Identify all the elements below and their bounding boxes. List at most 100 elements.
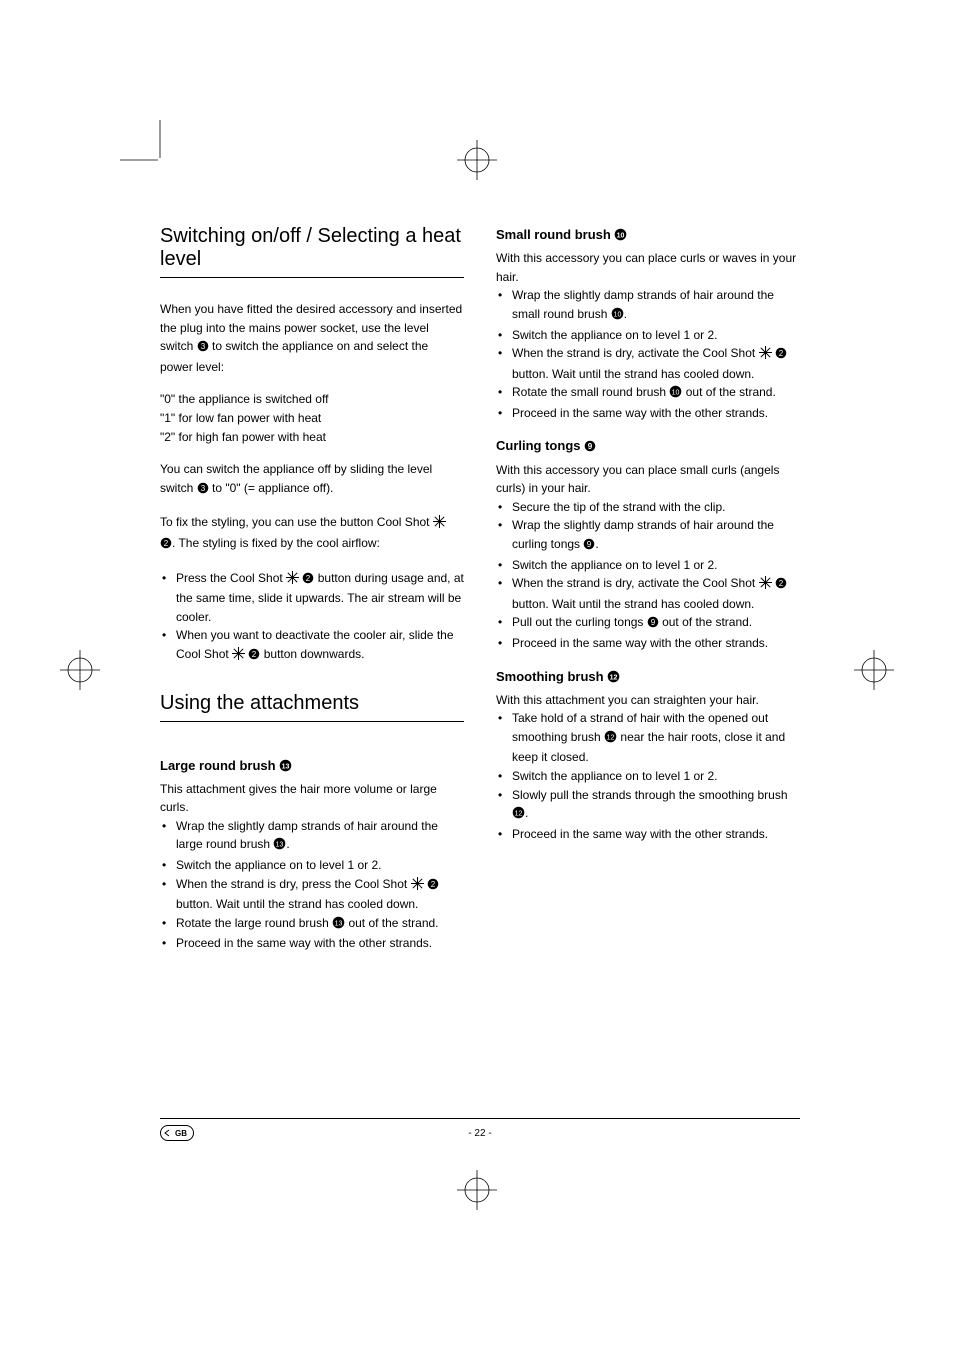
large-brush-list: Wrap the slightly damp strands of hair a…	[160, 817, 464, 953]
svg-text:9: 9	[587, 540, 592, 549]
ref-12-icon: 12	[604, 730, 617, 749]
ref-10-icon: 10	[611, 307, 624, 326]
ref-10-icon: 10	[614, 227, 627, 247]
page-number: - 22 -	[468, 1128, 491, 1139]
list-item: Rotate the large round brush 13 out of t…	[160, 914, 464, 935]
svg-text:2: 2	[431, 880, 436, 889]
list-item: Wrap the slightly damp strands of hair a…	[496, 516, 800, 555]
snowflake-icon	[411, 877, 424, 896]
small-brush-title: Small round brush 10	[496, 225, 800, 247]
svg-text:2: 2	[779, 349, 784, 358]
left-column: Switching on/off / Selecting a heat leve…	[160, 225, 464, 967]
list-item: Take hold of a strand of hair with the o…	[496, 709, 800, 767]
curling-intro: With this accessory you can place small …	[496, 461, 800, 498]
smoothing-title: Smoothing brush 12	[496, 667, 800, 689]
intro-para: When you have fitted the desired accesso…	[160, 300, 464, 376]
ref-2-icon: 2	[427, 877, 439, 896]
svg-text:13: 13	[335, 920, 343, 927]
snowflake-icon	[286, 571, 299, 590]
crop-mark-right	[844, 640, 904, 700]
svg-text:12: 12	[607, 734, 615, 741]
svg-text:2: 2	[164, 539, 169, 548]
smoothing-intro: With this attachment you can straighten …	[496, 691, 800, 710]
footer-row: GB - 22 -	[160, 1119, 800, 1141]
crop-mark-top	[120, 120, 834, 180]
list-item: Slowly pull the strands through the smoo…	[496, 786, 800, 825]
list-item: Proceed in the same way with the other s…	[160, 934, 464, 953]
ref-13-icon: 13	[279, 758, 292, 778]
ref-3-icon: 3	[197, 481, 209, 500]
chevron-left-icon	[163, 1129, 171, 1137]
list-item: Switch the appliance on to level 1 or 2.	[160, 856, 464, 875]
coolshot-list: Press the Cool Shot 2 button during usag…	[160, 569, 464, 666]
heading-attachments: Using the attachments	[160, 692, 464, 722]
gb-label: GB	[175, 1129, 187, 1138]
ref-12-icon: 12	[607, 669, 620, 689]
crop-mark-left	[50, 640, 110, 700]
svg-text:10: 10	[672, 390, 680, 397]
list-item: When you want to deactivate the cooler a…	[160, 626, 464, 665]
curling-title: Curling tongs 9	[496, 436, 800, 458]
snowflake-icon	[759, 346, 772, 365]
ref-2-icon: 2	[302, 571, 314, 590]
page: Switching on/off / Selecting a heat leve…	[0, 0, 954, 1350]
ref-9-icon: 9	[583, 537, 595, 556]
ref-2-icon: 2	[775, 576, 787, 595]
list-item: Switch the appliance on to level 1 or 2.	[496, 556, 800, 575]
list-item: Proceed in the same way with the other s…	[496, 404, 800, 423]
ref-12-icon: 12	[512, 806, 525, 825]
list-item: When the strand is dry, activate the Coo…	[496, 344, 800, 383]
ref-2-icon: 2	[248, 647, 260, 666]
list-item: Secure the tip of the strand with the cl…	[496, 498, 800, 517]
svg-text:13: 13	[282, 763, 290, 770]
ref-2-icon: 2	[775, 346, 787, 365]
large-brush-intro: This attachment gives the hair more volu…	[160, 780, 464, 817]
content-columns: Switching on/off / Selecting a heat leve…	[160, 225, 800, 967]
svg-text:9: 9	[588, 442, 593, 451]
ref-10-icon: 10	[669, 385, 682, 404]
gb-badge: GB	[160, 1125, 194, 1141]
svg-text:12: 12	[610, 674, 618, 681]
svg-text:3: 3	[200, 342, 205, 351]
svg-text:13: 13	[276, 842, 284, 849]
list-item: Pull out the curling tongs 9 out of the …	[496, 613, 800, 634]
list-item: Press the Cool Shot 2 button during usag…	[160, 569, 464, 627]
list-item: When the strand is dry, press the Cool S…	[160, 875, 464, 914]
list-item: Proceed in the same way with the other s…	[496, 634, 800, 653]
list-item: Proceed in the same way with the other s…	[496, 825, 800, 844]
snowflake-icon	[759, 576, 772, 595]
heading-switching: Switching on/off / Selecting a heat leve…	[160, 225, 464, 278]
list-item: When the strand is dry, activate the Coo…	[496, 574, 800, 613]
switchoff-para: You can switch the appliance off by slid…	[160, 460, 464, 499]
ref-13-icon: 13	[332, 916, 345, 935]
small-brush-list: Wrap the slightly damp strands of hair a…	[496, 286, 800, 422]
ref-9-icon: 9	[647, 615, 659, 634]
smoothing-list: Take hold of a strand of hair with the o…	[496, 709, 800, 843]
footer: GB - 22 -	[160, 1118, 800, 1141]
coolshot-intro: To fix the styling, you can use the butt…	[160, 513, 464, 554]
svg-text:12: 12	[515, 811, 523, 818]
large-brush-title: Large round brush 13	[160, 756, 464, 778]
list-item: Switch the appliance on to level 1 or 2.	[496, 326, 800, 345]
list-item: Wrap the slightly damp strands of hair a…	[496, 286, 800, 325]
svg-text:2: 2	[252, 650, 257, 659]
curling-list: Secure the tip of the strand with the cl…	[496, 498, 800, 653]
svg-text:3: 3	[200, 484, 205, 493]
list-item: Rotate the small round brush 10 out of t…	[496, 383, 800, 404]
svg-text:2: 2	[306, 574, 311, 583]
ref-3-icon: 3	[197, 339, 209, 358]
svg-text:10: 10	[613, 311, 621, 318]
levels-block: "0" the appliance is switched off "1" fo…	[160, 390, 464, 446]
list-item: Wrap the slightly damp strands of hair a…	[160, 817, 464, 856]
snowflake-icon	[433, 515, 446, 534]
svg-text:2: 2	[779, 579, 784, 588]
svg-text:9: 9	[651, 618, 656, 627]
svg-text:10: 10	[617, 232, 625, 239]
ref-2-icon: 2	[160, 536, 172, 555]
right-column: Small round brush 10 With this accessory…	[496, 225, 800, 967]
ref-9-icon: 9	[584, 438, 596, 458]
crop-mark-bottom	[120, 1170, 834, 1230]
snowflake-icon	[232, 647, 245, 666]
ref-13-icon: 13	[273, 837, 286, 856]
list-item: Switch the appliance on to level 1 or 2.	[496, 767, 800, 786]
